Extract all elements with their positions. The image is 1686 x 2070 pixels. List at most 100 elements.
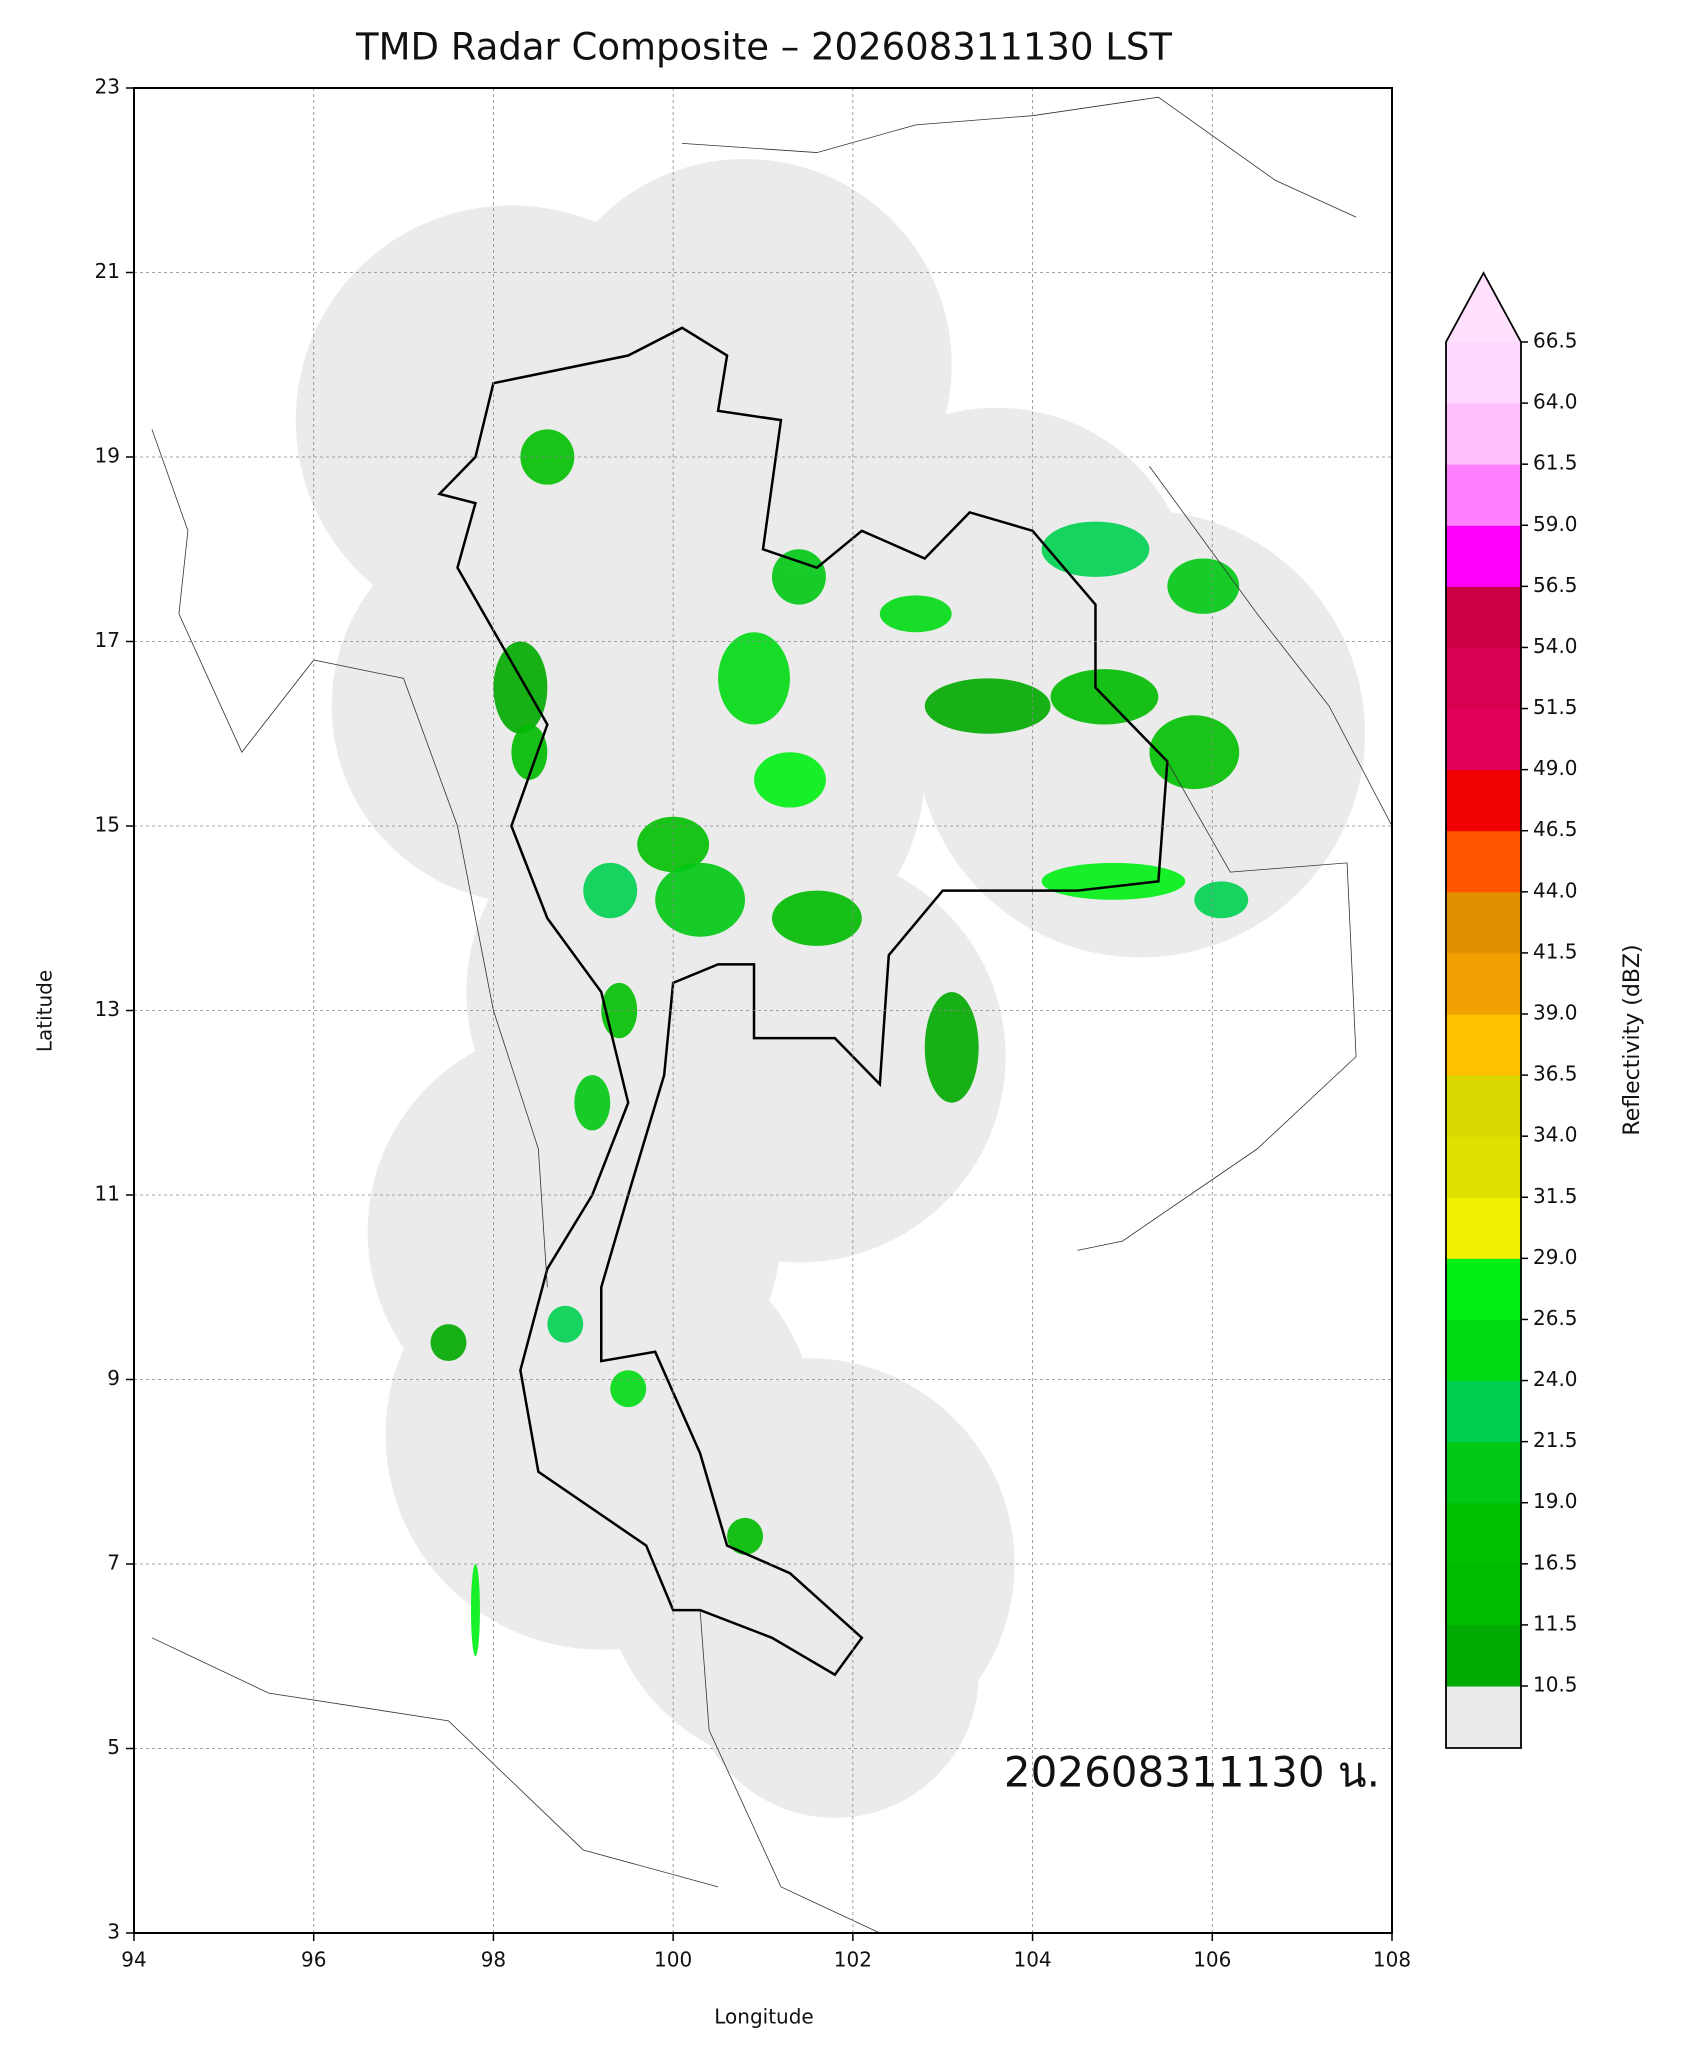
colorbar-tick-label: 41.5	[1533, 939, 1578, 963]
echo	[430, 1324, 467, 1362]
colorbar-band	[1446, 1563, 1521, 1626]
echo	[655, 862, 746, 937]
colorbar-tick-label: 59.0	[1533, 512, 1578, 536]
echo	[718, 632, 790, 725]
colorbar-tick-label: 11.5	[1533, 1611, 1578, 1635]
colorbar-outline	[1445, 271, 1522, 1749]
colorbar-tick-label: 54.0	[1533, 634, 1578, 658]
colorbar-band	[1446, 708, 1521, 771]
x-tick-label: 98	[481, 1948, 506, 1972]
echo	[879, 595, 952, 633]
colorbar-tick-label: 34.0	[1533, 1123, 1578, 1147]
colorbar-tick-label: 44.0	[1533, 878, 1578, 902]
echo	[1041, 862, 1186, 900]
coverage-circle	[538, 158, 952, 571]
echo	[1167, 558, 1240, 614]
colorbar-tick-label: 64.0	[1533, 390, 1578, 414]
colorbar-tick-label: 19.0	[1533, 1489, 1578, 1513]
x-tick-label: 94	[121, 1948, 146, 1972]
echo	[520, 429, 575, 485]
y-tick-label: 15	[95, 813, 120, 837]
map-title: TMD Radar Composite – 202608311130 LST	[355, 26, 1172, 69]
colorbar-band	[1446, 1502, 1521, 1565]
echo	[771, 890, 862, 946]
colorbar-band	[1446, 342, 1521, 404]
colorbar-band	[1446, 1380, 1521, 1443]
x-tick-label: 108	[1373, 1948, 1411, 1972]
colorbar-tick-label: 31.5	[1533, 1184, 1578, 1208]
x-tick-label: 100	[654, 1948, 692, 1972]
colorbar-tick-label: 24.0	[1533, 1367, 1578, 1391]
echo	[727, 1517, 764, 1555]
colorbar-tick-label: 51.5	[1533, 695, 1578, 719]
x-tick-label: 106	[1193, 1948, 1231, 1972]
country-line	[1149, 466, 1392, 826]
colorbar-band	[1446, 647, 1521, 710]
echo	[1149, 715, 1240, 790]
y-tick-label: 23	[95, 75, 120, 99]
echo	[574, 1075, 611, 1131]
colorbar-band	[1446, 1319, 1521, 1382]
colorbar-band	[1446, 403, 1521, 465]
colorbar-tick-label: 21.5	[1533, 1428, 1578, 1452]
echo	[493, 641, 548, 734]
echo	[511, 724, 548, 780]
colorbar-tick-label: 66.5	[1533, 329, 1578, 353]
country-line	[1078, 761, 1357, 1250]
y-tick-label: 21	[95, 259, 120, 283]
y-tick-label: 13	[95, 997, 120, 1021]
y-tick-label: 11	[95, 1182, 120, 1206]
axes: 94 96 98 100 102 104 106 108 3 5 7 9 11 13 15 17 19 21 23	[95, 75, 1412, 1972]
timestamp: 202608311130 น.	[1004, 1748, 1380, 1797]
map-area	[152, 97, 1392, 1933]
colorbar-tick-label: 29.0	[1533, 1245, 1578, 1269]
colorbar-label: Reflectivity (dBZ)	[1620, 944, 1645, 1135]
colorbar-tick-label: 46.5	[1533, 817, 1578, 841]
echo	[470, 1564, 480, 1657]
y-tick-label: 17	[95, 628, 120, 652]
y-axis-label: Latitude	[33, 970, 57, 1052]
country-line	[152, 1638, 718, 1887]
colorbar-band	[1446, 1075, 1521, 1137]
echo	[924, 992, 979, 1103]
country-line	[682, 97, 1356, 217]
colorbar: 10.5 11.5 16.5 19.0 21.5 24.0 26.5 29.0 31.5 34.0…	[1445, 271, 1578, 1749]
y-tick-label: 3	[107, 1920, 120, 1944]
colorbar-band	[1446, 1014, 1521, 1076]
colorbar-band	[1446, 952, 1521, 1015]
y-tick-label: 9	[107, 1366, 120, 1390]
colorbar-tick-label: 39.0	[1533, 1001, 1578, 1025]
y-tick-label: 19	[95, 444, 120, 468]
x-axis-label: Longitude	[714, 2005, 813, 2029]
colorbar-band	[1446, 1136, 1521, 1198]
echo	[583, 862, 638, 919]
echo	[1041, 521, 1150, 577]
radar-echoes	[430, 429, 1249, 1657]
x-tick-label: 102	[834, 1948, 872, 1972]
colorbar-tick-label: 10.5	[1533, 1673, 1578, 1697]
colorbar-band	[1446, 1624, 1521, 1687]
echo	[610, 1370, 647, 1408]
colorbar-band	[1446, 525, 1521, 587]
colorbar-under	[1446, 1686, 1521, 1748]
x-tick-label: 104	[1013, 1948, 1051, 1972]
y-tick-label: 7	[107, 1551, 120, 1575]
colorbar-band	[1446, 891, 1521, 954]
echo	[547, 1305, 584, 1343]
x-tick-label: 96	[301, 1948, 326, 1972]
echo	[924, 678, 1051, 734]
y-tick-label: 5	[107, 1735, 120, 1759]
colorbar-tick-label: 16.5	[1533, 1550, 1578, 1574]
colorbar-band	[1446, 1197, 1521, 1259]
colorbar-over	[1446, 273, 1521, 342]
echo	[754, 752, 826, 808]
colorbar-band	[1446, 830, 1521, 893]
colorbar-band	[1446, 464, 1521, 526]
colorbar-tick-label: 36.5	[1533, 1062, 1578, 1086]
radar-coverage	[295, 158, 1366, 1818]
colorbar-tick-label: 61.5	[1533, 451, 1578, 475]
colorbar-band	[1446, 1441, 1521, 1504]
colorbar-tick-label: 26.5	[1533, 1306, 1578, 1330]
echo	[771, 549, 826, 605]
